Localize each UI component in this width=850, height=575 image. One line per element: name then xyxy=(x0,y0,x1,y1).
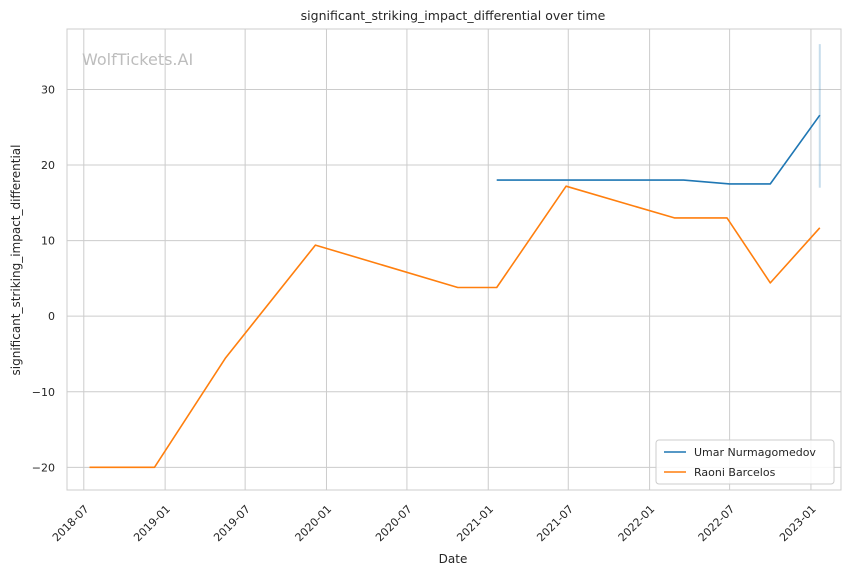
chart-title: significant_striking_impact_differential… xyxy=(301,8,606,23)
y-tick-label: −10 xyxy=(32,386,55,399)
series-line-umar-nurmagomedov xyxy=(496,114,821,185)
y-axis-ticks: −20 −10 0 10 20 30 xyxy=(32,83,55,474)
y-tick-label: 0 xyxy=(48,310,55,323)
legend-items: Umar Nurmagomedov Raoni Barcelos xyxy=(664,446,816,479)
y-tick-label: 20 xyxy=(41,159,55,172)
y-tick-label: −20 xyxy=(32,461,55,474)
plot-area xyxy=(66,28,842,491)
x-axis-label: Date xyxy=(439,552,468,566)
y-axis-label: significant_striking_impact_differential xyxy=(9,145,23,376)
series-line-raoni-barcelos xyxy=(89,185,821,469)
series-layer xyxy=(89,114,821,469)
legend: Umar Nurmagomedov Raoni Barcelos xyxy=(655,439,835,485)
y-tick-label: 10 xyxy=(41,235,55,248)
legend-label: Raoni Barcelos xyxy=(694,466,776,479)
grid xyxy=(67,29,841,490)
y-tick-label: 30 xyxy=(41,83,55,96)
watermark: WolfTickets.AI xyxy=(82,50,193,69)
legend-box xyxy=(655,439,835,485)
legend-label: Umar Nurmagomedov xyxy=(694,446,816,459)
